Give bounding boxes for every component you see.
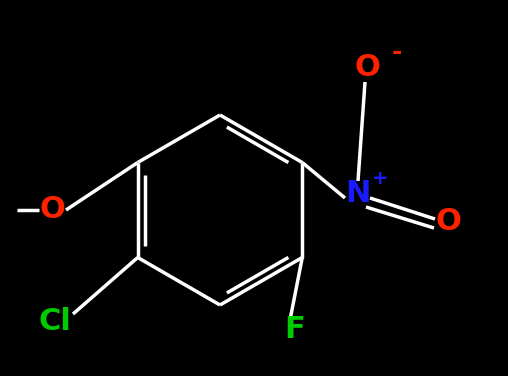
- Text: +: +: [372, 168, 388, 188]
- Text: Cl: Cl: [39, 308, 72, 337]
- Text: O: O: [435, 208, 461, 237]
- Text: O: O: [39, 196, 65, 224]
- Text: O: O: [354, 53, 380, 82]
- Text: F: F: [284, 315, 305, 344]
- Text: N: N: [345, 179, 371, 208]
- Text: -: -: [392, 40, 402, 64]
